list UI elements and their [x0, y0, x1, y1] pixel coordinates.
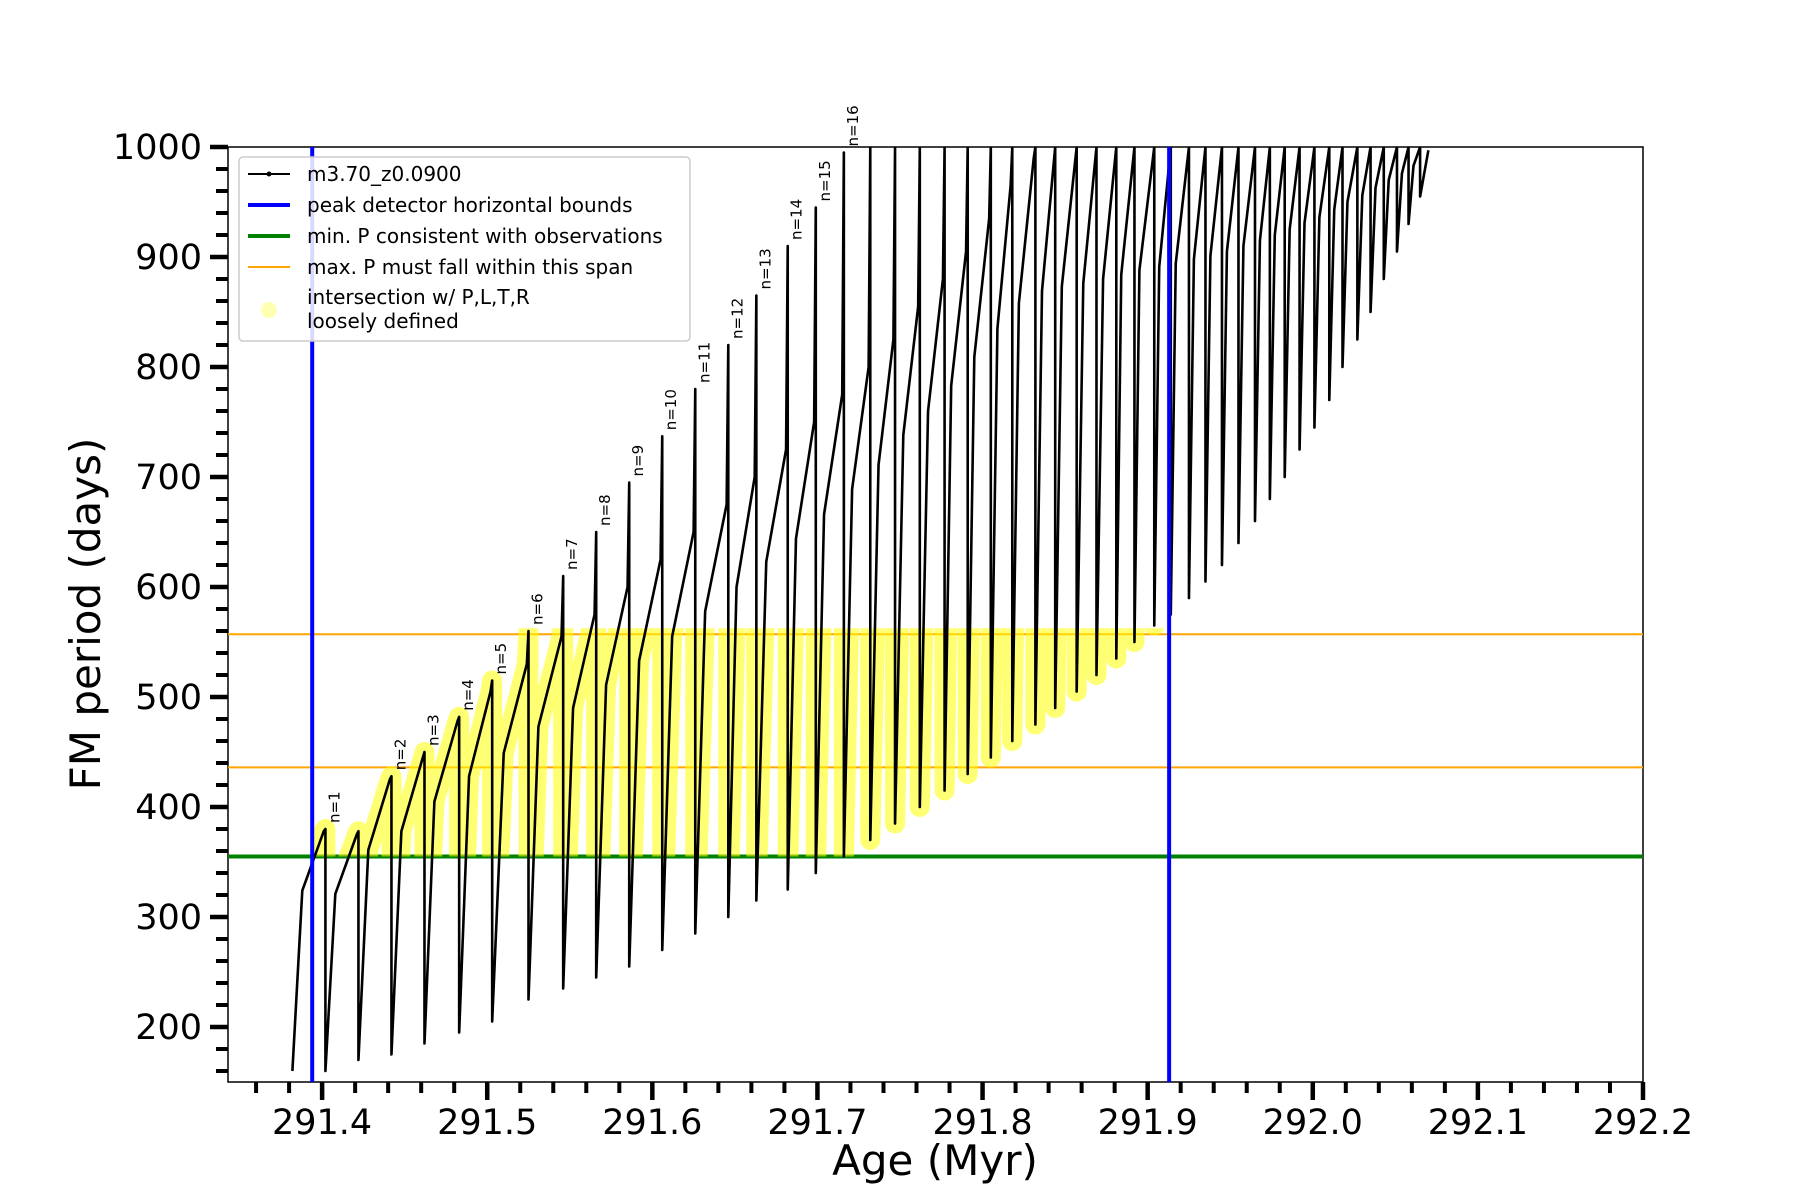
series-line [291, 147, 1430, 1073]
legend-box [238, 156, 691, 342]
cycle-annotation: n=9 [629, 445, 647, 477]
cycle-annotation: n=5 [492, 643, 510, 675]
legend-label: intersection w/ P,L,T,R [307, 285, 530, 309]
x-tick-label: 291.5 [437, 1103, 537, 1143]
x-tick-label: 291.7 [767, 1103, 867, 1143]
cycle-annotation: n=13 [756, 248, 774, 289]
cycle-annotation: n=3 [424, 714, 442, 746]
cycle-annotation: n=14 [788, 199, 806, 240]
cycle-annotation: n=7 [563, 538, 581, 570]
y-tick-label: 700 [135, 458, 202, 498]
cycle-annotation: n=8 [596, 494, 614, 526]
x-tick-label: 292.0 [1263, 1103, 1363, 1143]
legend-marker [261, 302, 277, 318]
x-axis-label: Age (Myr) [832, 1136, 1038, 1185]
legend-label: peak detector horizontal bounds [307, 193, 633, 217]
cycle-annotation: n=12 [728, 298, 746, 339]
x-tick-label: 291.6 [602, 1103, 702, 1143]
x-tick-label: 291.9 [1098, 1103, 1198, 1143]
y-tick-label: 300 [135, 898, 202, 938]
legend-marker [266, 171, 272, 177]
legend-label: m3.70_z0.0900 [307, 162, 462, 186]
cycle-annotation: n=15 [816, 160, 834, 201]
y-axis-label: FM period (days) [61, 438, 110, 791]
x-tick-label: 292.2 [1593, 1103, 1693, 1143]
cycle-annotation: n=16 [844, 105, 862, 146]
y-tick-label: 200 [135, 1008, 202, 1048]
legend-label: loosely defined [307, 309, 459, 333]
y-tick-label: 800 [135, 348, 202, 388]
x-tick-label: 291.4 [272, 1103, 372, 1143]
legend-label: max. P must fall within this span [307, 255, 633, 279]
cycle-annotation: n=6 [529, 593, 547, 625]
y-tick-label: 600 [135, 568, 202, 608]
cycle-annotation: n=4 [459, 679, 477, 711]
x-tick-label: 291.8 [932, 1103, 1032, 1143]
plot-area [228, 147, 1643, 1073]
cycle-annotation: n=2 [391, 739, 409, 771]
y-tick-label: 500 [135, 678, 202, 718]
legend-label: min. P consistent with observations [307, 224, 663, 248]
y-tick-label: 1000 [113, 128, 202, 168]
y-tick-label: 400 [135, 788, 202, 828]
cycle-annotation: n=11 [695, 342, 713, 383]
x-tick-label: 292.1 [1428, 1103, 1528, 1143]
cycle-annotation: n=1 [325, 791, 343, 823]
plot-frame [227, 146, 1644, 1083]
cycle-annotation: n=10 [662, 389, 680, 430]
y-tick-label: 900 [135, 238, 202, 278]
